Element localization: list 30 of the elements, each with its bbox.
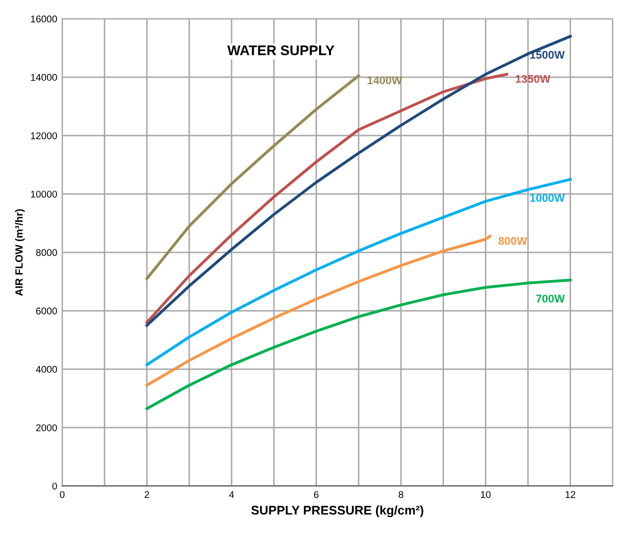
x-tick-label: 8 — [398, 491, 404, 498]
x-tick-label: 4 — [229, 491, 234, 498]
line-series — [146, 178, 572, 366]
series-label: 1000W — [530, 194, 565, 202]
series-label: 1500W — [530, 50, 565, 59]
x-tick-label: 12 — [566, 491, 576, 498]
series-label: 700W — [536, 294, 565, 303]
line-series — [146, 34, 572, 327]
series-label: 800W — [498, 237, 528, 245]
x-tick-label: 0 — [60, 491, 65, 498]
x-tick-label: 10 — [480, 491, 491, 498]
y-tick-label: 6000 — [36, 308, 57, 314]
line-series — [146, 278, 572, 410]
line-series — [146, 74, 360, 280]
y-tick-label: 10000 — [31, 190, 57, 198]
y-tick-label: 14000 — [31, 74, 57, 81]
series-label: 1350W — [516, 74, 550, 83]
y-tick-label: 0 — [52, 482, 57, 490]
y-tick-label: 12000 — [31, 132, 57, 140]
y-tick-label: 4000 — [36, 366, 57, 373]
text: WATER SUPPLY — [227, 45, 334, 56]
x-tick-label: 2 — [144, 491, 150, 498]
series-label: 1400W — [368, 76, 402, 84]
y-axis-title: AIR FLOW (m³/hr) — [15, 209, 25, 296]
y-tick-label: 16000 — [31, 16, 57, 22]
x-tick-label: 6 — [314, 491, 319, 498]
y-tick-label: 2000 — [36, 424, 57, 432]
line-series — [146, 234, 492, 387]
y-tick-label: 8000 — [36, 249, 57, 256]
x-axis-title: SUPPLY PRESSURE (kg/cm²) — [251, 505, 424, 518]
